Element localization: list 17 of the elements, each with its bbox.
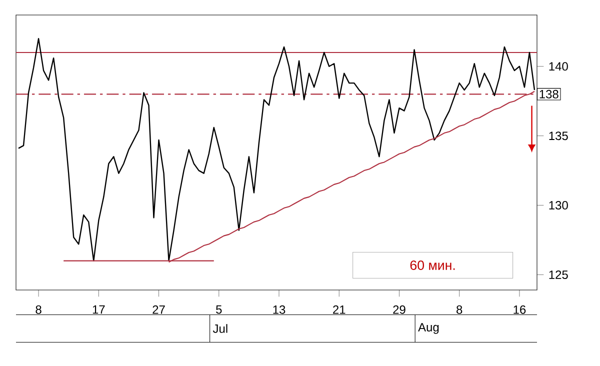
x-tick-label: 16 <box>514 305 526 314</box>
x-tick-label: 13 <box>273 305 286 314</box>
x-tick-label: 8 <box>456 305 462 314</box>
ref-line-label: 138 <box>540 90 558 98</box>
x-tick-label: 8 <box>36 305 42 314</box>
text: Aug <box>418 323 439 334</box>
x-tick-label: 21 <box>333 305 346 314</box>
x-tick-label: 5 <box>216 305 222 314</box>
y-tick-label: 135 <box>549 132 568 140</box>
y-tick-label: 140 <box>549 62 568 71</box>
text: Jul <box>212 324 228 333</box>
y-tick-label: 130 <box>549 201 568 210</box>
x-tick-label: 29 <box>393 305 406 314</box>
y-tick-label: 125 <box>549 270 568 279</box>
x-tick-label: 27 <box>152 305 165 314</box>
x-tick-label: 17 <box>92 305 105 314</box>
annotation: 60 мин. <box>410 260 455 270</box>
